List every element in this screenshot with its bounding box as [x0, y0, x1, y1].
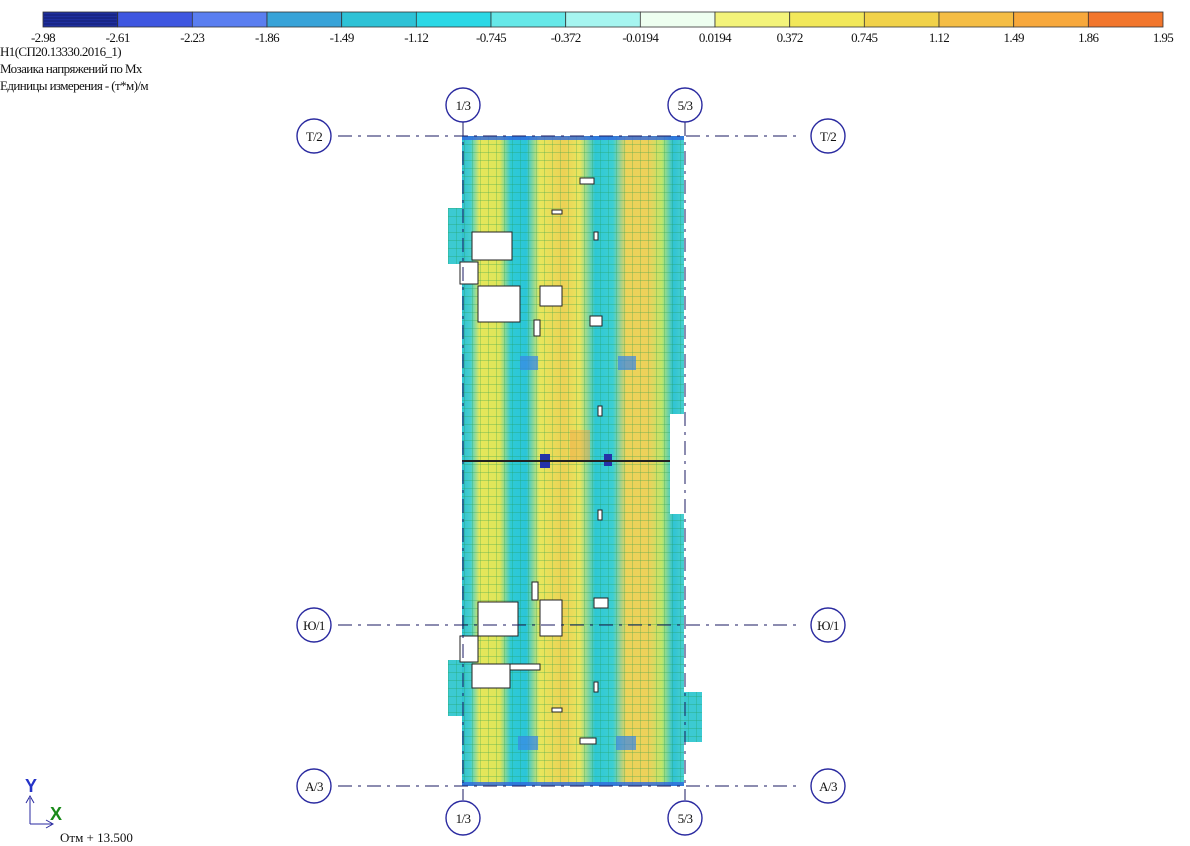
slab-protrusions: [448, 208, 702, 742]
axis-bubble-row-bottom-right: А/3: [810, 768, 846, 804]
color-scale-tick-label: -0.0194: [622, 30, 659, 45]
axis-bubble-col-left-top: 1/3: [445, 87, 481, 123]
color-scale-tick-label: 1.86: [1078, 30, 1099, 45]
axis-bubble-row-bottom-left: А/3: [296, 768, 332, 804]
x-axis-label: X: [50, 804, 62, 824]
axis-bubble-row-mid-left: Ю/1: [296, 607, 332, 643]
color-scale-tick-label: 0.0194: [699, 30, 732, 45]
color-scale-tick-label: 0.372: [777, 30, 803, 45]
color-scale-tick-label: -2.23: [180, 30, 204, 45]
svg-text:1/3: 1/3: [456, 811, 471, 826]
color-scale-tick-label: -1.86: [255, 30, 280, 45]
color-scale-tick-label: -1.49: [330, 30, 354, 45]
color-scale: -2.98 -2.61 -2.23 -1.86 -1.49 -1.12 -0.745 -0.3…: [31, 11, 1174, 45]
units-label: Единицы измерения - (т*м)/м: [0, 78, 149, 93]
elevation-label: Отм + 13.500: [60, 830, 133, 845]
color-scale-tick-label: -0.372: [551, 30, 581, 45]
svg-text:5/3: 5/3: [678, 811, 693, 826]
slab-mosaic: [459, 136, 686, 786]
color-scale-tick-label: -1.12: [404, 30, 428, 45]
axis-bubble-col-right-bottom: 5/3: [667, 800, 703, 836]
y-axis-label: Y: [25, 776, 37, 796]
svg-text:А/3: А/3: [305, 779, 323, 794]
grid-axes: [338, 122, 800, 800]
svg-text:А/3: А/3: [819, 779, 837, 794]
svg-text:Т/2: Т/2: [820, 129, 836, 144]
svg-text:Т/2: Т/2: [306, 129, 322, 144]
color-scale-tick-label: -0.745: [476, 30, 506, 45]
color-scale-swatch: [1087, 11, 1164, 28]
svg-text:1/3: 1/3: [456, 98, 471, 113]
axis-bubble-col-right-top: 5/3: [667, 87, 703, 123]
svg-text:5/3: 5/3: [678, 98, 693, 113]
axis-bubble-row-top-left: Т/2: [296, 118, 332, 154]
color-scale-tick-label: 1.49: [1004, 30, 1024, 45]
load-case-label: Н1(СП20.13330.2016_1): [0, 44, 122, 59]
color-scale-tick-label: 0.745: [851, 30, 877, 45]
color-scale-tick-label: -2.98: [31, 30, 55, 45]
axis-bubble-row-mid-right: Ю/1: [810, 607, 846, 643]
color-scale-tick-label: 1.95: [1153, 30, 1173, 45]
svg-text:Ю/1: Ю/1: [817, 618, 839, 633]
color-scale-tick-label: 1.12: [929, 30, 949, 45]
axis-bubble-col-left-bottom: 1/3: [445, 800, 481, 836]
mosaic-title: Мозаика напряжений по Mx: [0, 61, 142, 76]
color-scale-tick-label: -2.61: [106, 30, 130, 45]
axis-bubble-row-top-right: Т/2: [810, 118, 846, 154]
svg-text:Ю/1: Ю/1: [303, 618, 325, 633]
